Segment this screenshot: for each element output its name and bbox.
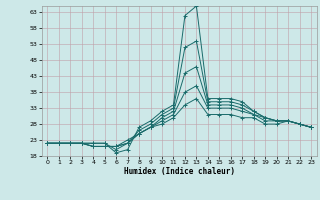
X-axis label: Humidex (Indice chaleur): Humidex (Indice chaleur) [124, 167, 235, 176]
